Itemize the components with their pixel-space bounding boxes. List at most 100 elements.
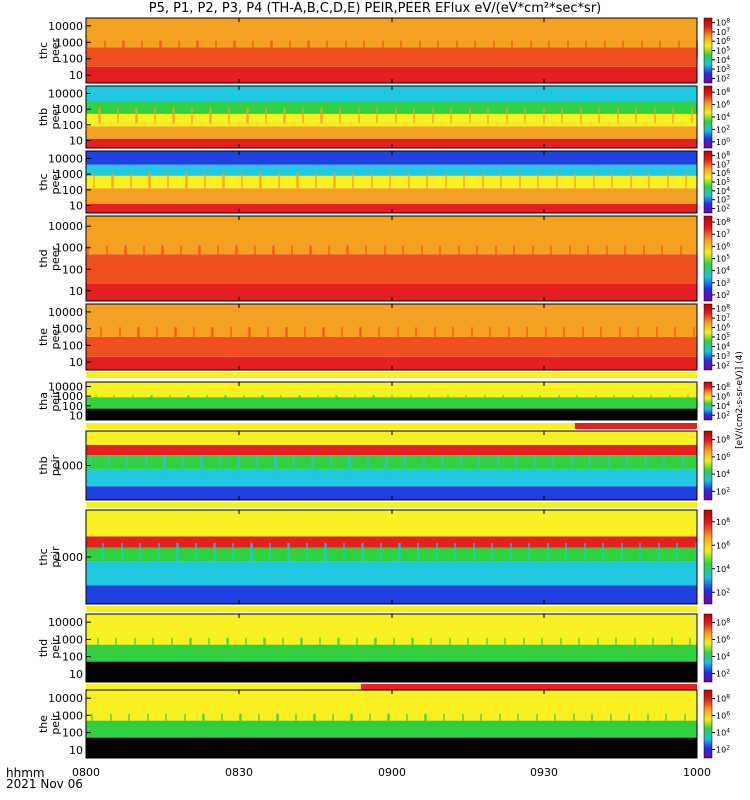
spectrogram-streak [128,713,130,731]
colorbar-tick-label: 108 [716,382,730,392]
spectrogram-streak [200,455,202,473]
spectrogram-streak [539,395,541,405]
colorbar [703,303,713,371]
status-strip [86,606,697,612]
spectrogram-streak [158,542,160,567]
spectrogram-streak [497,455,499,473]
spectrogram-streak [346,245,348,267]
y-tick-label: 10000 [48,692,83,705]
colorbar-tick-label: 104 [716,401,730,411]
spectrogram-band [86,444,697,456]
panel-label-probe: thc [37,42,50,59]
colorbar-tick-exponent: 8 [726,694,730,701]
colorbar-tick-exponent: 4 [726,401,730,408]
spectrogram-streak [611,172,613,189]
panel-label-type: peir [49,454,62,476]
spectrogram-streak [432,107,434,124]
spectrogram-streak [508,327,510,344]
colorbar-tick-exponent: 8 [726,304,730,311]
colorbar-tick-label: 104 [716,564,730,574]
spectrogram-streak [404,455,406,473]
panel-label-probe: thd [37,249,50,267]
spectrogram-streak [171,637,173,655]
colorbar-tick-label: 108 [716,435,730,445]
spectrogram-streak [676,542,678,567]
colorbar-tick-exponent: 3 [726,278,730,285]
panel-7: 1000 thb peir 102 104 106 108 [37,430,730,501]
colorbar-tick-exponent: 2 [726,410,730,417]
panel-9: 10 100 1000 10000 thd peir 102 104 106 108 [37,613,730,683]
spectrogram-streak [408,172,410,189]
spectrogram-streak [476,245,478,267]
colorbar-tick-exponent: 7 [726,159,730,166]
spectrogram-streak [482,172,484,189]
spectrogram-streak [624,245,626,267]
colorbar-tick-exponent: 2 [726,669,730,676]
spectrogram-band [86,203,697,213]
spectrogram-streak [189,637,191,655]
spectrogram-streak [450,107,452,124]
spectrogram-band [86,337,697,357]
spectrogram-band [86,188,697,204]
y-tick-label: 100 [62,400,83,413]
colorbar-tick-exponent: 8 [726,618,730,625]
spectrogram-streak [117,107,119,124]
spectrogram-streak [345,40,347,57]
spectrogram-streak [689,637,691,655]
spectrogram-streak [437,40,439,57]
panel-label-probe: thb [37,108,50,126]
spectrogram-streak [252,40,254,57]
colorbar-tick-label: 106 [716,36,730,46]
spectrogram-streak [285,327,287,344]
spectrogram-streak [265,107,267,124]
spectrogram-streak [91,713,93,731]
spectrogram-streak [504,637,506,655]
colorbar [703,17,713,84]
spectrogram-streak [330,455,332,473]
spectrogram-streak [152,637,154,655]
spectrogram-streak [513,245,515,267]
spectrogram-streak [532,245,534,267]
spectrogram-streak [571,455,573,473]
spectrogram-streak [148,172,150,189]
spectrogram-streak [528,542,530,567]
spectrogram-band [86,387,697,398]
spectrogram-streak [193,327,195,344]
spectrogram-streak [182,455,184,473]
colorbar [703,150,713,214]
spectrogram-streak [406,713,408,731]
colorbar-tick-exponent: 4 [726,341,730,348]
spectrogram-streak [630,172,632,189]
y-tick-label: 10 [69,285,83,298]
spectrogram-streak [580,107,582,124]
spectrogram-streak [287,542,289,567]
spectrogram-streak [97,637,99,655]
spectrogram-streak [184,713,186,731]
spectrogram-streak [693,327,695,344]
spectrogram-streak [272,245,274,267]
spectrogram-streak [449,637,451,655]
spectrogram-streak [650,395,652,405]
spectrogram-streak [499,713,501,731]
spectrogram-streak [428,395,430,405]
y-tick-label: 10000 [48,306,83,319]
spectrogram-streak [648,172,650,189]
time-axis-label: hhmm [6,766,45,780]
spectrogram-streak [141,40,143,57]
y-tick-label: 1000 [55,323,83,336]
y-tick-label: 10000 [48,20,83,33]
colorbar-tick-label: 106 [716,391,730,401]
spectrogram-streak [556,172,558,189]
spectrogram-streak [119,327,121,344]
spectrogram-streak [320,107,322,124]
spectrogram-streak [126,455,128,473]
spectrogram-streak [645,455,647,473]
spectrogram-streak [672,107,674,124]
spectrogram-streak [89,455,91,473]
spectrogram-streak [685,172,687,189]
spectrogram-streak [521,395,523,405]
colorbar-tick-label: 105 [716,332,730,342]
spectrogram-streak [426,172,428,189]
colorbar-tick-exponent: 6 [726,635,730,642]
